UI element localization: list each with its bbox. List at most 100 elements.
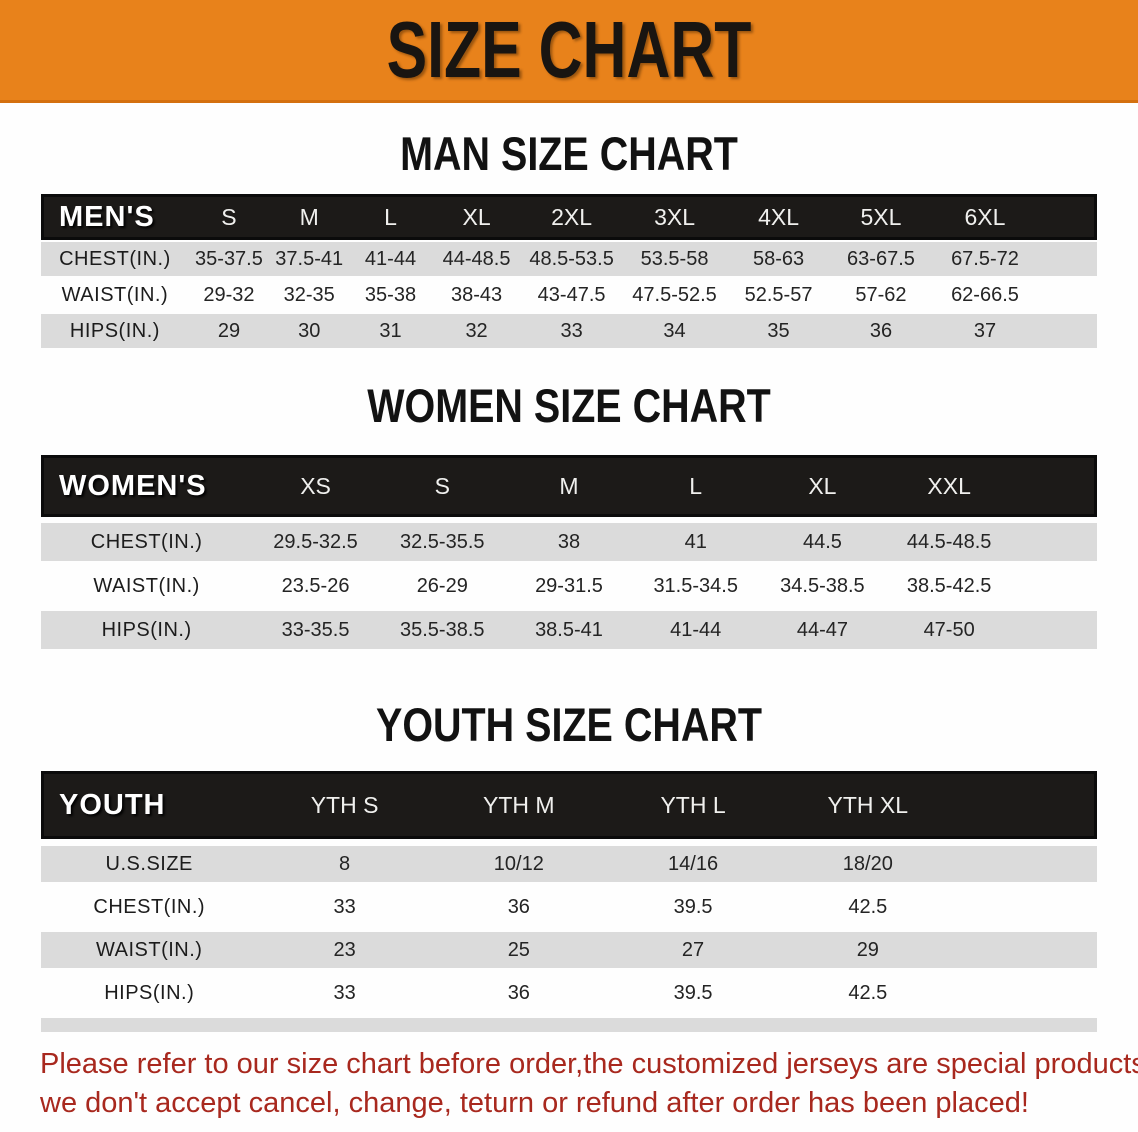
men-section: MAN SIZE CHART MEN'S S M L XL 2XL 3XL 4X… [0,130,1138,348]
size-value-cell: 8 [339,852,351,875]
size-value-cell: 57-62 [855,283,907,306]
row-label: HIPS(IN.) [104,981,195,1004]
size-header-cell: XS [300,472,331,499]
disclaimer: Please refer to our size chart before or… [40,1045,1138,1123]
size-header-cell: XL [462,203,491,230]
size-value-cell: 44.5 [802,530,842,553]
disclaimer-line-1: Please refer to our size chart before or… [40,1048,1138,1080]
size-value-cell: 32.5-35.5 [400,530,485,553]
size-value-cell: 33 [333,895,356,918]
men-size-table: MEN'S S M L XL 2XL 3XL 4XL 5XL 6XL CHEST… [41,194,1097,348]
size-value-cell: 23.5-26 [281,574,350,597]
size-value-cell: 42.5 [848,895,888,918]
row-label: HIPS(IN.) [101,618,192,641]
size-value-cell: 37 [973,319,997,342]
size-value-cell: 36 [507,895,530,918]
size-value-cell: 23 [333,938,356,961]
women-hips-row: HIPS(IN.) 33-35.5 35.5-38.5 38.5-41 41-4… [41,611,1097,649]
row-label: HIPS(IN.) [69,319,160,342]
men-chest-row: CHEST(IN.) 35-37.5 37.5-41 41-44 44-48.5… [41,242,1097,276]
row-label: WAIST(IN.) [96,938,203,961]
size-value-cell: 44.5-48.5 [906,530,992,553]
row-label: WAIST(IN.) [61,283,169,306]
row-label: CHEST(IN.) [93,895,206,918]
row-label: U.S.SIZE [105,852,193,875]
size-value-cell: 10/12 [493,852,544,875]
size-value-cell: 33-35.5 [281,618,350,641]
size-value-cell: 39.5 [673,895,713,918]
size-header-cell: M [299,203,319,230]
youth-table-header-row: YOUTH YTH S YTH M YTH L YTH XL [41,771,1097,839]
size-header-cell: 3XL [654,203,696,230]
banner: SIZE CHART [0,0,1138,103]
size-value-cell: 30 [298,319,321,342]
size-value-cell: 33 [560,319,583,342]
size-value-cell: 67.5-72 [951,247,1019,270]
youth-hips-row: HIPS(IN.) 33 36 39.5 42.5 [41,975,1097,1011]
size-header-cell: XXL [927,472,971,499]
size-header-cell: 2XL [551,203,593,230]
men-hips-row: HIPS(IN.) 29 30 31 32 33 34 35 36 37 [41,314,1097,348]
men-table-title-cell: MEN'S [59,200,155,233]
size-value-cell: 53.5-58 [640,247,709,270]
size-value-cell: 35 [767,319,790,342]
table-bottom-strip [41,1018,1097,1032]
size-value-cell: 47-50 [923,618,975,641]
size-header-cell: 6XL [964,203,1006,230]
women-section: WOMEN SIZE CHART WOMEN'S XS S M L XL XXL… [0,382,1138,649]
size-value-cell: 43-47.5 [537,283,606,306]
men-waist-row: WAIST(IN.) 29-32 32-35 35-38 38-43 43-47… [41,278,1097,312]
size-value-cell: 39.5 [673,981,713,1004]
disclaimer-line-2: we don't accept cancel, change, teturn o… [40,1087,1029,1119]
size-header-cell: L [384,203,397,230]
size-value-cell: 41-44 [670,618,722,641]
youth-section-heading: YOUTH SIZE CHART [375,698,763,751]
size-value-cell: 44-47 [796,618,848,641]
size-value-cell: 58-63 [752,247,805,270]
youth-section: YOUTH SIZE CHART YOUTH YTH S YTH M YTH L… [0,701,1138,1032]
youth-chest-row: CHEST(IN.) 33 36 39.5 42.5 [41,889,1097,925]
size-value-cell: 42.5 [848,981,888,1004]
size-value-cell: 32-35 [283,283,335,306]
men-section-heading: MAN SIZE CHART [400,127,738,180]
size-value-cell: 32 [465,319,488,342]
size-value-cell: 38-43 [450,283,503,306]
size-header-cell: YTH XL [827,791,909,818]
size-value-cell: 38 [557,530,581,553]
size-value-cell: 29-32 [203,283,255,306]
size-value-cell: 29 [217,319,241,342]
men-table-header-row: MEN'S S M L XL 2XL 3XL 4XL 5XL 6XL [41,194,1097,240]
youth-table-title-cell: YOUTH [59,788,166,821]
size-value-cell: 29-31.5 [535,574,603,597]
youth-waist-row: WAIST(IN.) 23 25 27 29 [41,932,1097,968]
size-header-cell: 4XL [758,203,800,230]
size-value-cell: 31 [379,319,402,342]
size-value-cell: 34.5-38.5 [780,574,865,597]
size-value-cell: 27 [681,938,705,961]
size-value-cell: 25 [507,938,530,961]
size-value-cell: 36 [507,981,530,1004]
size-value-cell: 52.5-57 [744,283,813,306]
size-value-cell: 31.5-34.5 [653,574,738,597]
women-waist-row: WAIST(IN.) 23.5-26 26-29 29-31.5 31.5-34… [41,567,1097,605]
size-header-cell: 5XL [860,203,902,230]
size-value-cell: 48.5-53.5 [529,247,614,270]
youth-ussize-row: U.S.SIZE 8 10/12 14/16 18/20 [41,846,1097,882]
size-value-cell: 35-37.5 [195,247,263,270]
size-value-cell: 33 [333,981,356,1004]
row-label: CHEST(IN.) [59,247,171,270]
size-value-cell: 35-38 [364,283,417,306]
size-header-cell: S [434,472,450,499]
women-table-title-cell: WOMEN'S [59,469,207,502]
size-value-cell: 62-66.5 [951,283,1019,306]
women-table-header-row: WOMEN'S XS S M L XL XXL [41,455,1097,517]
size-value-cell: 18/20 [842,852,893,875]
page-title: SIZE CHART [386,5,752,94]
row-label: WAIST(IN.) [93,574,200,597]
size-header-cell: L [689,472,703,499]
size-value-cell: 37.5-41 [275,247,344,270]
size-value-cell: 14/16 [668,852,719,875]
size-header-cell: M [559,472,579,499]
size-value-cell: 44-48.5 [442,247,511,270]
